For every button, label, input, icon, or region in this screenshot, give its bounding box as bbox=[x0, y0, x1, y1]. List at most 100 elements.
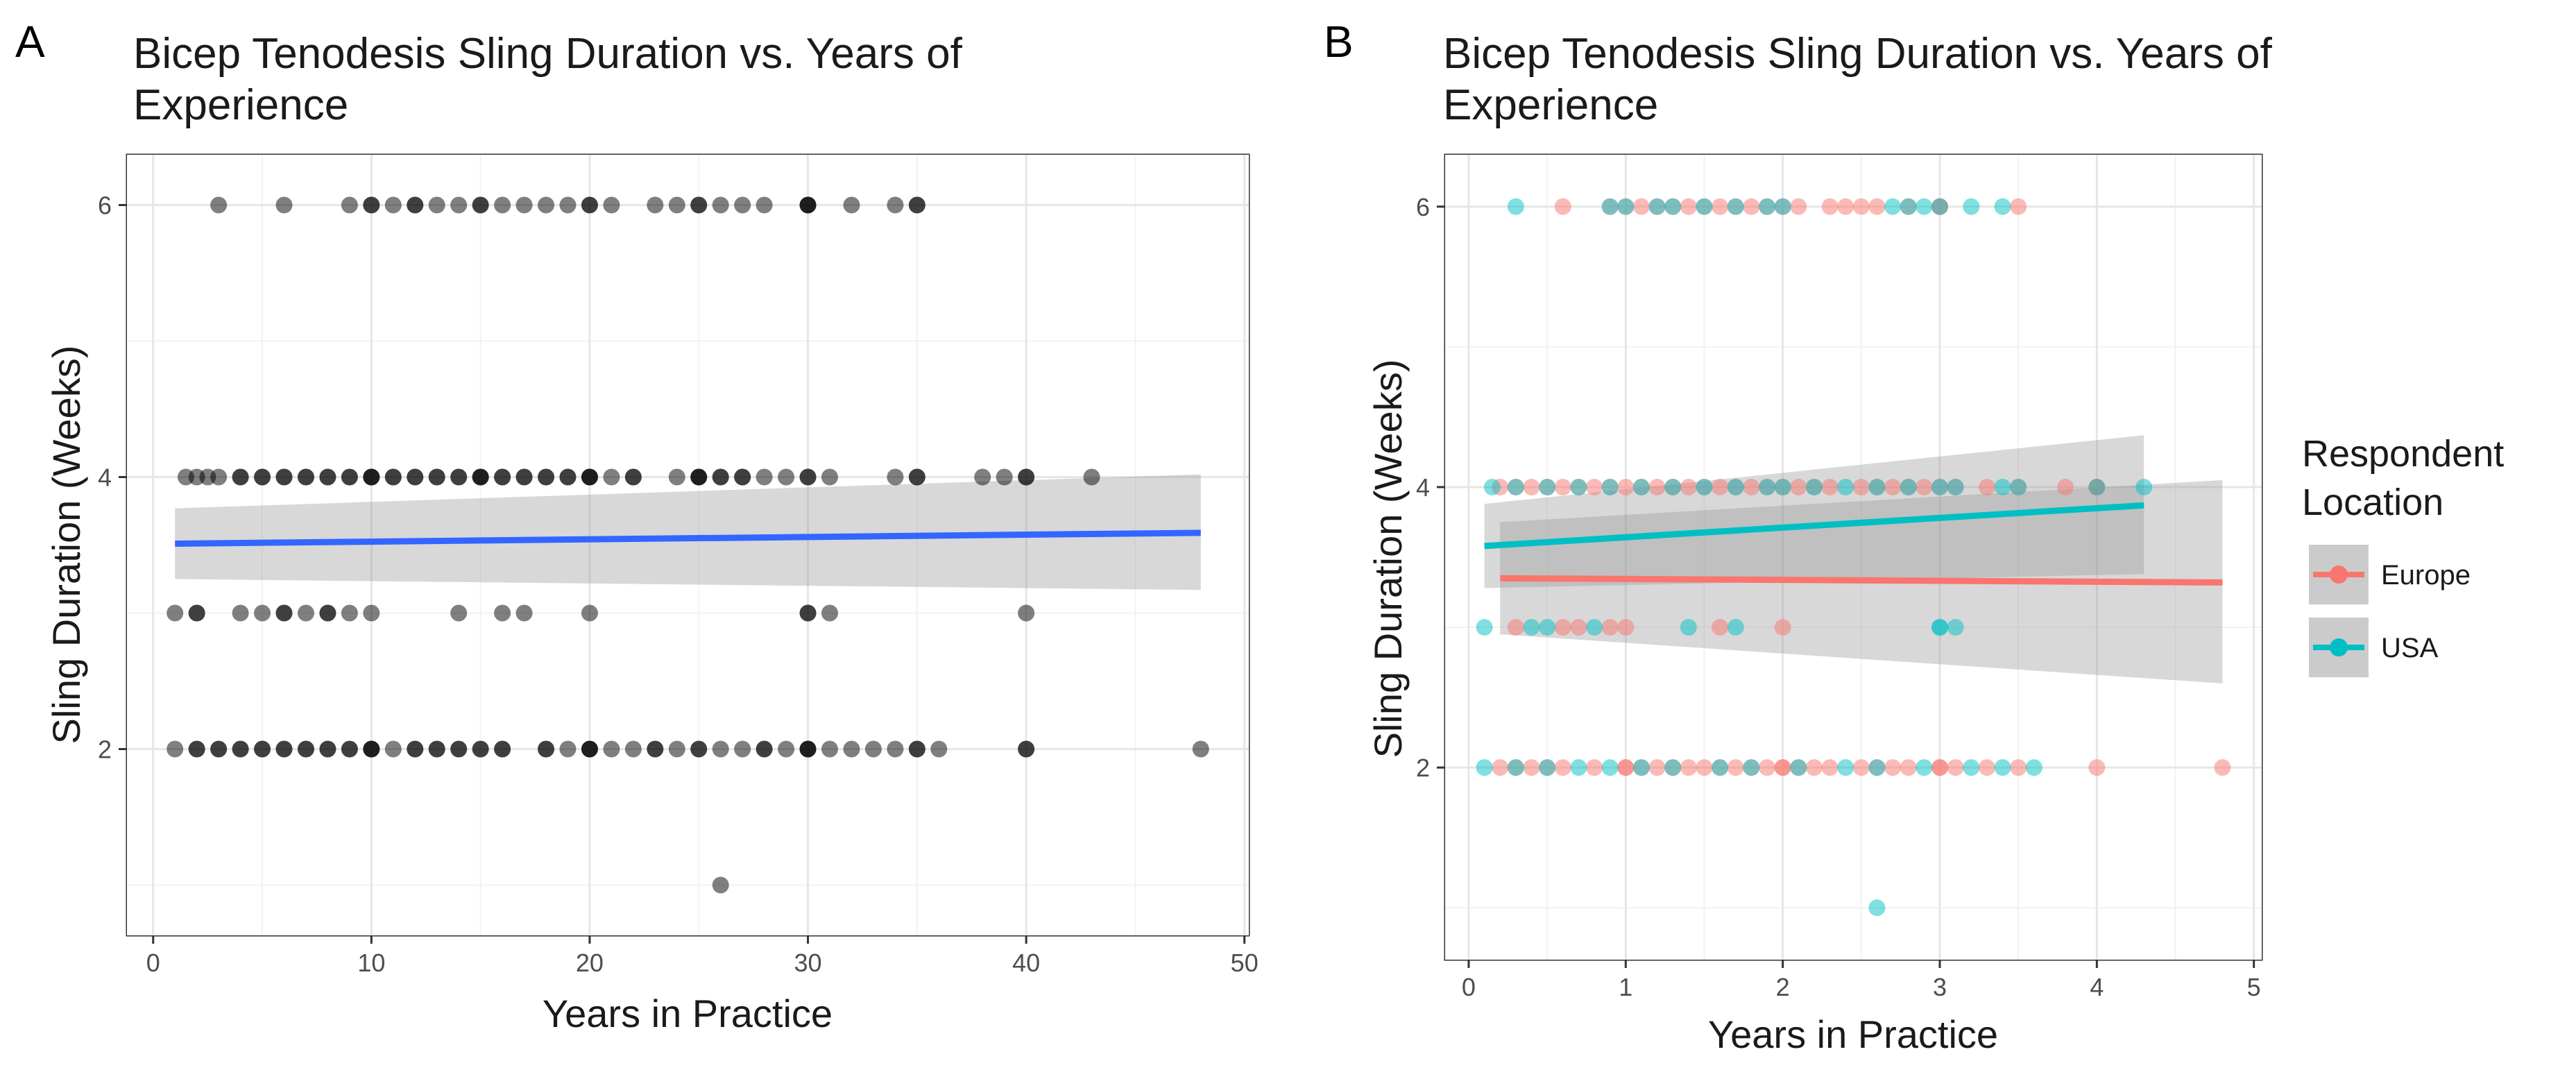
data-point bbox=[647, 740, 664, 758]
data-point-usa bbox=[1900, 478, 1917, 495]
data-point-usa bbox=[1759, 478, 1776, 495]
data-point bbox=[384, 740, 402, 758]
data-point bbox=[864, 740, 882, 758]
data-point-europe bbox=[1790, 198, 1807, 215]
data-point bbox=[341, 604, 358, 622]
data-point-europe bbox=[1617, 619, 1635, 636]
x-tick-label: 30 bbox=[794, 949, 822, 977]
data-point bbox=[778, 740, 795, 758]
data-point bbox=[319, 604, 336, 622]
data-point bbox=[472, 196, 489, 214]
data-point-usa bbox=[1868, 478, 1886, 495]
data-point bbox=[167, 604, 184, 622]
data-point-europe bbox=[1743, 478, 1760, 495]
data-point-usa bbox=[1963, 198, 1980, 215]
data-point bbox=[930, 740, 948, 758]
data-point bbox=[799, 604, 817, 622]
data-point bbox=[559, 196, 577, 214]
data-point-usa bbox=[1900, 198, 1917, 215]
data-point bbox=[384, 468, 402, 486]
legend-entry-usa: USA bbox=[2309, 618, 2439, 677]
data-point-usa bbox=[1727, 619, 1744, 636]
data-point bbox=[690, 196, 708, 214]
data-point bbox=[275, 740, 293, 758]
data-point bbox=[210, 468, 228, 486]
data-point bbox=[581, 604, 598, 622]
data-point-usa bbox=[1931, 198, 1948, 215]
data-point bbox=[647, 196, 664, 214]
data-point-europe bbox=[1586, 759, 1603, 776]
data-point-usa bbox=[1476, 619, 1493, 636]
data-point-usa bbox=[1632, 478, 1650, 495]
y-tick-label: 2 bbox=[1416, 754, 1430, 782]
data-point-europe bbox=[1617, 759, 1635, 776]
data-point-europe bbox=[1586, 478, 1603, 495]
data-point-europe bbox=[1852, 478, 1870, 495]
data-point bbox=[581, 196, 598, 214]
panel-a: A Bicep Tenodesis Sling Duration vs. Yea… bbox=[15, 17, 1259, 1035]
x-tick-label: 4 bbox=[2090, 973, 2104, 1001]
data-point bbox=[450, 604, 468, 622]
panel-b-x-axis-title: Years in Practice bbox=[1708, 1012, 1998, 1056]
data-point bbox=[407, 196, 424, 214]
data-point bbox=[887, 740, 904, 758]
data-point-europe bbox=[2010, 759, 2027, 776]
legend-title-line-1: Respondent bbox=[2302, 433, 2504, 475]
data-point bbox=[712, 876, 729, 894]
data-point-europe bbox=[1743, 198, 1760, 215]
data-point bbox=[712, 740, 729, 758]
data-point bbox=[167, 740, 184, 758]
data-point bbox=[559, 468, 577, 486]
data-point-usa bbox=[1727, 478, 1744, 495]
data-point-europe bbox=[1900, 759, 1917, 776]
data-point-usa bbox=[1539, 619, 1556, 636]
y-tick-label: 4 bbox=[98, 464, 112, 492]
panel-b-legend: Respondent Location Europe USA bbox=[2302, 433, 2504, 677]
data-point-europe bbox=[1727, 759, 1744, 776]
data-point bbox=[712, 196, 729, 214]
x-tick-label: 10 bbox=[357, 949, 385, 977]
data-point bbox=[690, 740, 708, 758]
y-tick-label: 2 bbox=[98, 735, 112, 763]
data-point bbox=[515, 604, 533, 622]
data-point bbox=[581, 740, 598, 758]
x-tick-label: 40 bbox=[1012, 949, 1040, 977]
data-point bbox=[821, 604, 838, 622]
data-point-europe bbox=[1978, 759, 1995, 776]
data-point-usa bbox=[1696, 478, 1713, 495]
data-point bbox=[734, 468, 751, 486]
data-point bbox=[887, 196, 904, 214]
data-point-europe bbox=[1554, 619, 1571, 636]
data-point bbox=[494, 196, 511, 214]
data-point-europe bbox=[2057, 478, 2074, 495]
data-point-europe bbox=[1759, 759, 1776, 776]
data-point-usa bbox=[1648, 198, 1666, 215]
confidence-band bbox=[175, 474, 1201, 591]
x-tick-label: 1 bbox=[1619, 973, 1632, 1001]
data-point bbox=[603, 468, 620, 486]
legend-key-point-europe bbox=[2330, 566, 2348, 584]
data-point-usa bbox=[1507, 198, 1524, 215]
data-point-europe bbox=[1632, 198, 1650, 215]
data-point-europe bbox=[1554, 198, 1571, 215]
trend-line bbox=[175, 529, 1201, 547]
data-point-usa bbox=[1712, 759, 1729, 776]
data-point-usa bbox=[1664, 759, 1682, 776]
data-point bbox=[450, 468, 468, 486]
data-point-europe bbox=[1868, 198, 1886, 215]
panel-a-points bbox=[167, 196, 1209, 894]
panel-a-x-ticks: 0 10 20 30 40 50 bbox=[146, 935, 1259, 977]
data-point-europe bbox=[1916, 478, 1933, 495]
data-point-europe bbox=[1821, 198, 1839, 215]
data-point-usa bbox=[1483, 478, 1501, 495]
data-point bbox=[407, 740, 424, 758]
data-point bbox=[1083, 468, 1100, 486]
data-point-usa bbox=[1774, 478, 1791, 495]
data-point-europe bbox=[1523, 759, 1540, 776]
data-point bbox=[254, 740, 271, 758]
data-point-europe bbox=[1884, 759, 1902, 776]
data-point bbox=[559, 740, 577, 758]
data-point bbox=[188, 604, 205, 622]
panel-b: B Bicep Tenodesis Sling Duration vs. Yea… bbox=[1324, 17, 2504, 1056]
data-point bbox=[908, 196, 926, 214]
